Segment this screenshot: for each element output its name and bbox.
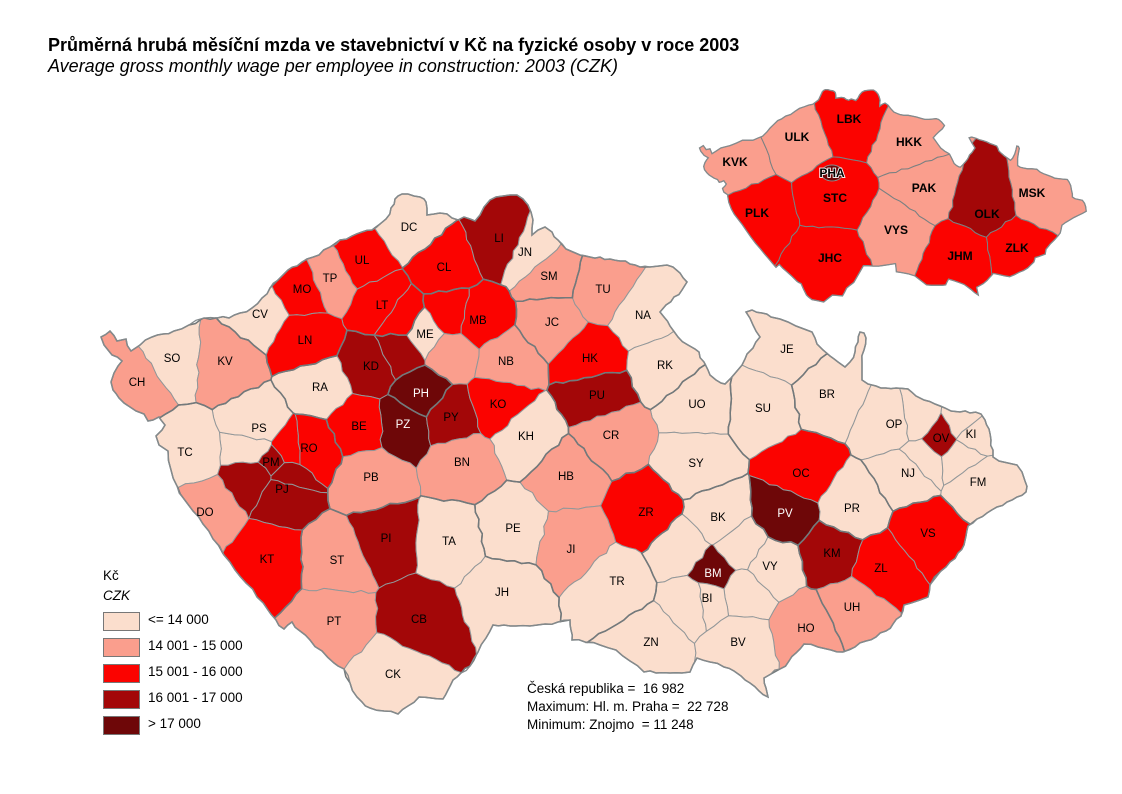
svg-text:MSK: MSK — [1019, 186, 1046, 200]
svg-text:KI: KI — [966, 429, 977, 441]
svg-text:PV: PV — [777, 508, 793, 520]
svg-text:RK: RK — [657, 360, 673, 372]
svg-text:JN: JN — [518, 247, 532, 259]
svg-text:HO: HO — [797, 623, 814, 635]
svg-text:ZN: ZN — [643, 637, 658, 649]
svg-text:PAK: PAK — [912, 181, 937, 195]
svg-text:RA: RA — [312, 382, 328, 394]
svg-text:VS: VS — [920, 528, 936, 540]
svg-text:KO: KO — [490, 399, 507, 411]
svg-text:HK: HK — [582, 353, 598, 365]
svg-text:PHA: PHA — [819, 166, 845, 180]
svg-text:BK: BK — [710, 512, 726, 524]
svg-text:CR: CR — [603, 430, 620, 442]
svg-text:JI: JI — [567, 544, 576, 556]
svg-text:KD: KD — [363, 361, 379, 373]
svg-text:KVK: KVK — [722, 155, 748, 169]
svg-text:PR: PR — [844, 503, 860, 515]
svg-text:KV: KV — [217, 356, 233, 368]
svg-text:PU: PU — [589, 390, 605, 402]
svg-text:JHM: JHM — [947, 249, 972, 263]
svg-text:KM: KM — [823, 548, 840, 560]
svg-text:CK: CK — [385, 669, 401, 681]
svg-text:JHC: JHC — [818, 251, 842, 265]
svg-text:TA: TA — [442, 536, 456, 548]
svg-text:MB: MB — [469, 315, 487, 327]
svg-text:STC: STC — [823, 191, 847, 205]
svg-text:JH: JH — [495, 587, 509, 599]
svg-text:LN: LN — [298, 335, 313, 347]
svg-text:BR: BR — [819, 389, 835, 401]
svg-text:RO: RO — [300, 443, 317, 455]
svg-text:UH: UH — [844, 602, 861, 614]
svg-text:BI: BI — [702, 593, 713, 605]
svg-text:PJ: PJ — [275, 484, 288, 496]
svg-text:HKK: HKK — [896, 135, 922, 149]
svg-text:PI: PI — [381, 533, 392, 545]
svg-text:TP: TP — [323, 273, 338, 285]
svg-text:PE: PE — [505, 523, 521, 535]
svg-text:JE: JE — [780, 344, 794, 356]
svg-text:SM: SM — [540, 271, 557, 283]
svg-text:JC: JC — [545, 317, 559, 329]
svg-text:DC: DC — [401, 222, 418, 234]
svg-text:SO: SO — [164, 353, 181, 365]
svg-text:CL: CL — [437, 262, 452, 274]
svg-text:VY: VY — [762, 561, 778, 573]
svg-text:PLK: PLK — [745, 206, 769, 220]
svg-text:LBK: LBK — [837, 112, 862, 126]
svg-text:KT: KT — [260, 554, 275, 566]
svg-text:BV: BV — [730, 637, 746, 649]
svg-text:ME: ME — [416, 329, 434, 341]
svg-text:UL: UL — [355, 255, 370, 267]
svg-text:PT: PT — [327, 616, 342, 628]
svg-text:NJ: NJ — [901, 468, 915, 480]
svg-text:TC: TC — [177, 447, 192, 459]
svg-text:PH: PH — [413, 388, 429, 400]
svg-text:FM: FM — [970, 477, 987, 489]
svg-text:HB: HB — [558, 471, 574, 483]
svg-text:PS: PS — [251, 423, 267, 435]
svg-text:NA: NA — [635, 310, 651, 322]
svg-text:ZL: ZL — [874, 563, 888, 575]
svg-text:OP: OP — [886, 419, 903, 431]
svg-text:TR: TR — [609, 576, 624, 588]
svg-text:LI: LI — [494, 233, 504, 245]
svg-text:DO: DO — [196, 507, 213, 519]
svg-text:BE: BE — [351, 421, 367, 433]
svg-text:KH: KH — [518, 431, 534, 443]
svg-text:SU: SU — [755, 403, 771, 415]
svg-text:VYS: VYS — [884, 223, 908, 237]
svg-text:PM: PM — [262, 457, 279, 469]
svg-text:CH: CH — [129, 377, 146, 389]
svg-text:PB: PB — [363, 472, 379, 484]
svg-text:MO: MO — [293, 284, 312, 296]
svg-text:PZ: PZ — [396, 419, 411, 431]
svg-text:TU: TU — [595, 284, 610, 296]
svg-text:PY: PY — [443, 412, 459, 424]
svg-text:LT: LT — [376, 300, 389, 312]
svg-text:OV: OV — [933, 433, 950, 445]
svg-text:ZR: ZR — [638, 507, 653, 519]
svg-text:SY: SY — [688, 458, 704, 470]
svg-text:ST: ST — [330, 555, 345, 567]
svg-text:ZLK: ZLK — [1005, 241, 1029, 255]
svg-text:CV: CV — [252, 309, 268, 321]
svg-text:NB: NB — [498, 356, 514, 368]
svg-text:BN: BN — [454, 457, 470, 469]
svg-text:OLK: OLK — [974, 207, 1000, 221]
svg-text:OC: OC — [792, 468, 809, 480]
svg-text:BM: BM — [704, 568, 721, 580]
svg-text:CB: CB — [411, 614, 427, 626]
svg-text:ULK: ULK — [785, 130, 810, 144]
svg-text:UO: UO — [688, 399, 705, 411]
